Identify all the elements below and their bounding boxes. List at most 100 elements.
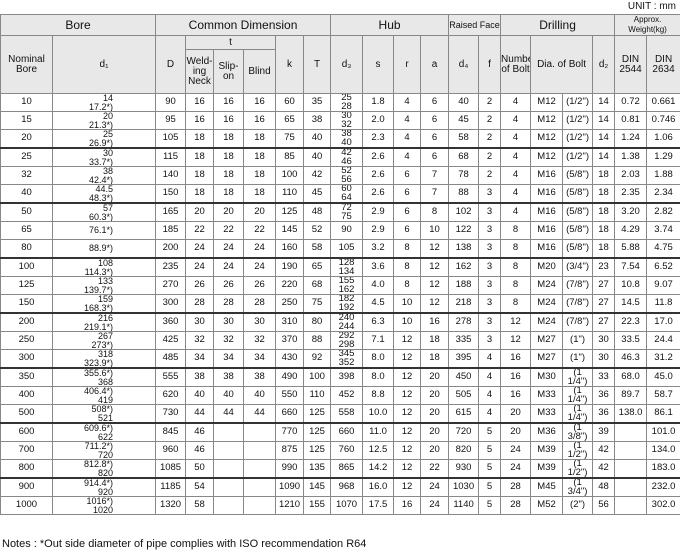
cell-line: 521 — [97, 412, 114, 423]
cell: 90 — [330, 221, 364, 240]
cell: 8.0 — [362, 367, 395, 387]
cell-line: 42 — [341, 148, 352, 158]
cell: 52 56 — [330, 166, 364, 185]
cell-line: 30 — [103, 148, 114, 158]
cell: 88 — [303, 331, 332, 350]
cell: 28 — [500, 496, 532, 515]
cell: 300 — [155, 294, 187, 314]
cell: 16 — [213, 93, 245, 112]
cell: 4 — [393, 129, 422, 149]
cell: 16 — [243, 93, 277, 112]
cell: 1.24 — [614, 129, 648, 149]
cell: 6 — [420, 111, 450, 130]
header-cell: Bore — [0, 14, 157, 36]
cell: 18 — [185, 166, 215, 185]
cell: (1 1/2") — [562, 441, 594, 460]
cell: 5 — [478, 496, 502, 515]
cell: (5/8") — [562, 202, 594, 222]
cell-line: 352 — [338, 356, 355, 368]
cell: M45 — [530, 477, 564, 497]
cell: 88 — [448, 184, 480, 204]
cell: (7/8") — [562, 276, 594, 295]
cell: 150 — [155, 184, 187, 204]
cell: 450 — [448, 367, 480, 387]
cell-line: 76.1*) — [88, 225, 114, 236]
cell-line: 216 — [97, 313, 114, 323]
cell: 18 — [592, 202, 616, 222]
cell-line: 60 — [341, 184, 352, 194]
cell: M12 — [530, 147, 564, 167]
cell: 6.52 — [646, 257, 680, 277]
cell: M27 — [530, 331, 564, 350]
cell: 4 — [478, 367, 502, 387]
cell: 200 — [155, 239, 187, 259]
cell: 134.0 — [646, 441, 680, 460]
cell: 16 — [185, 93, 215, 112]
cell: (1/2") — [562, 147, 594, 167]
cell: 26 — [185, 276, 215, 295]
cell: 3 — [478, 312, 502, 332]
cell: 40 — [303, 147, 332, 167]
cell: (1 1/4") — [562, 367, 594, 387]
cell: 42 46 — [330, 147, 364, 167]
cell: 68 — [303, 276, 332, 295]
cell: 68.0 — [614, 367, 648, 387]
cell: 27 — [592, 294, 616, 314]
cell: 6 — [393, 166, 422, 185]
cell: 250 — [275, 294, 305, 314]
cell: 80 — [0, 239, 53, 259]
cell: 30 — [243, 312, 277, 332]
header-cell: Drilling — [500, 14, 616, 36]
cell: 22 — [243, 221, 277, 240]
cell: 26 — [243, 276, 277, 295]
cell: (3/4") — [562, 257, 594, 277]
cell-line: 40 — [341, 136, 352, 148]
cell: 3.2 — [362, 239, 395, 259]
header-cell: Dia. of Bolt — [530, 35, 594, 94]
cell: 28 — [185, 294, 215, 314]
cell: 76.1*) — [51, 221, 157, 240]
cell: 128 134 — [330, 257, 364, 277]
cell: 105 — [330, 239, 364, 259]
cell: 58 — [303, 239, 332, 259]
cell: 5 — [478, 477, 502, 497]
row: 700 711.2*) 720 960 46 875 125 760 12.5 12 20 820 5 2… — [0, 441, 680, 460]
cell-line: 114.3*) — [84, 266, 114, 277]
cell: 78 — [448, 166, 480, 185]
cell: 8 — [420, 202, 450, 222]
cell: 8 — [393, 239, 422, 259]
cell: M16 — [530, 202, 564, 222]
cell-line: 88.9*) — [88, 243, 114, 254]
cell: 2.0 — [362, 111, 395, 130]
cell: 2.9 — [362, 221, 395, 240]
cell: 3 — [478, 184, 502, 204]
cell: 508*) 521 — [51, 404, 157, 424]
header-cell: DIN 2544 — [614, 35, 648, 94]
cell: 30 — [213, 312, 245, 332]
cell: 11.0 — [362, 422, 395, 442]
cell: 38 — [303, 111, 332, 130]
cell: 20 — [420, 386, 450, 405]
cell: 40 — [0, 184, 53, 204]
header-cell: D — [155, 35, 187, 94]
cell-line: 44.5 — [95, 184, 114, 194]
cell: 485 — [155, 349, 187, 369]
cell: 865 — [330, 459, 364, 479]
cell: 135 — [303, 459, 332, 479]
cell: M52 — [530, 496, 564, 515]
cell: 292 298 — [330, 331, 364, 350]
cell: 3 — [478, 202, 502, 222]
cell: 6 — [393, 221, 422, 240]
cell-line: 244 — [338, 320, 355, 332]
row: 1000 1016*) 1020 1320 58 1210 155 1070 17.5 16 24 1… — [0, 496, 680, 515]
cell: 18 — [185, 147, 215, 167]
cell: 40 — [185, 386, 215, 405]
header-cell: d₁ — [51, 35, 157, 94]
cell: 609.6*) 622 — [51, 422, 157, 442]
cell: 4.75 — [646, 239, 680, 259]
cell: 12 — [393, 331, 422, 350]
cell-line: 419 — [97, 394, 114, 405]
cell: 24 — [243, 239, 277, 259]
cell: 30 — [592, 331, 616, 350]
cell: 770 — [275, 422, 305, 442]
